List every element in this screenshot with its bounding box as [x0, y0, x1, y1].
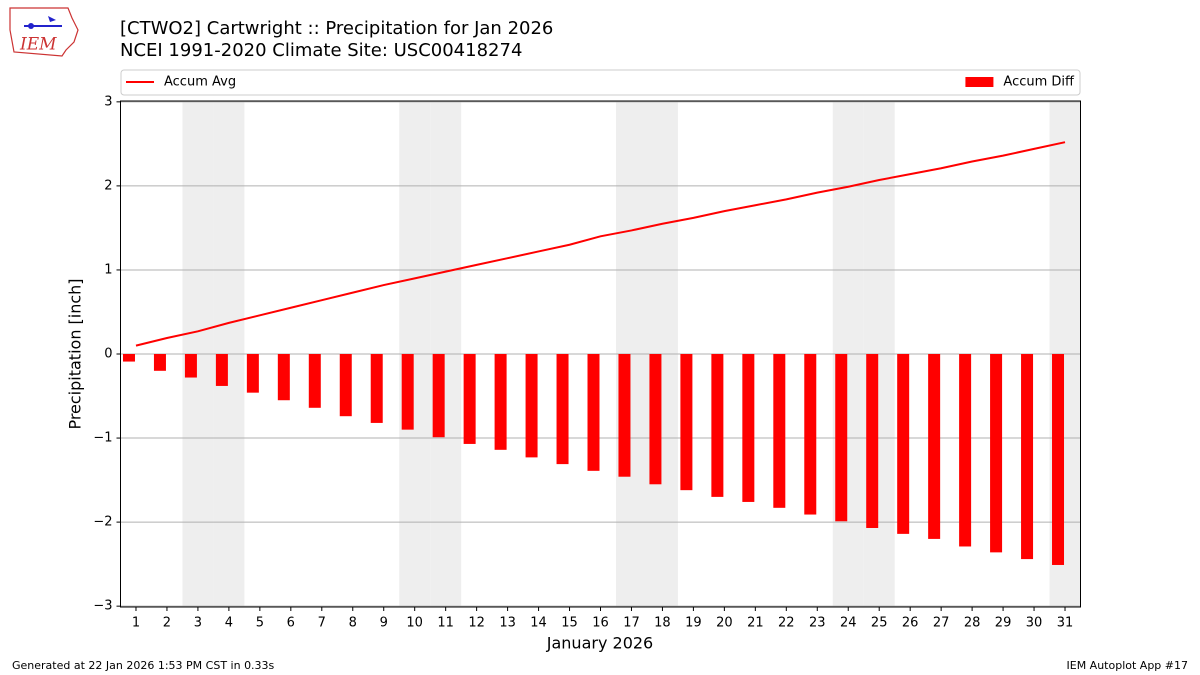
x-tick-label: 31: [1057, 616, 1074, 631]
bar: [587, 354, 600, 471]
bar: [370, 354, 383, 423]
x-tick-label: 26: [902, 616, 919, 631]
bar: [990, 354, 1003, 553]
x-tick-label: 29: [995, 616, 1012, 631]
legend-swatch: [965, 77, 994, 87]
x-tick-label: 2: [163, 616, 171, 631]
legend-box: [120, 69, 1081, 96]
x-tick-label: 15: [561, 616, 578, 631]
x-tick-label: 12: [468, 616, 485, 631]
x-tick-label: 18: [654, 616, 671, 631]
x-tick-label: 7: [318, 616, 326, 631]
bar: [525, 354, 538, 458]
y-tick-label: −3: [93, 599, 112, 614]
x-tick-label: 16: [592, 616, 609, 631]
bar: [804, 354, 817, 515]
bar: [153, 354, 166, 371]
logo-icon: [28, 23, 34, 29]
bar: [897, 354, 910, 534]
bar: [246, 354, 259, 393]
y-axis-label: Precipitation [inch]: [66, 278, 85, 429]
chart-title: [CTWO2] Cartwright :: Precipitation for …: [120, 18, 553, 39]
bar: [556, 354, 569, 465]
x-tick-label: 5: [256, 616, 264, 631]
logo-outline: [9, 7, 79, 57]
bar: [463, 354, 476, 444]
bar: [122, 354, 135, 362]
x-tick-label: 28: [964, 616, 981, 631]
bar: [432, 354, 445, 438]
y-tick-label: 2: [104, 178, 112, 193]
logo-text: IEM: [19, 35, 57, 55]
x-tick-label: 21: [747, 616, 764, 631]
bar: [277, 354, 290, 401]
footer-left: Generated at 22 Jan 2026 1:53 PM CST in …: [12, 659, 275, 672]
bar: [308, 354, 321, 408]
y-tick-label: −2: [93, 515, 112, 530]
line: [135, 141, 1066, 347]
legend-label: Accum Diff: [1003, 75, 1075, 90]
legend-label: Accum Avg: [164, 75, 236, 90]
x-axis-label: January 2026: [546, 634, 653, 653]
x-tick-label: 25: [871, 616, 888, 631]
bar: [494, 354, 507, 450]
x-tick-label: 11: [437, 616, 454, 631]
bar: [835, 354, 848, 522]
bar: [866, 354, 879, 528]
footer-right: IEM Autoplot App #17: [1067, 659, 1189, 672]
x-tick-label: 14: [530, 616, 547, 631]
x-tick-label: 27: [933, 616, 950, 631]
x-tick-label: 1: [132, 616, 140, 631]
bar: [773, 354, 786, 508]
bar: [649, 354, 662, 485]
bar: [618, 354, 631, 477]
x-tick-label: 17: [623, 616, 640, 631]
x-tick-label: 30: [1026, 616, 1043, 631]
y-tick-label: 3: [104, 94, 112, 109]
x-tick-label: 8: [349, 616, 357, 631]
y-tick-label: −1: [93, 431, 112, 446]
x-tick-label: 19: [685, 616, 702, 631]
x-tick-label: 24: [840, 616, 857, 631]
x-tick-label: 20: [716, 616, 733, 631]
x-tick-label: 4: [225, 616, 233, 631]
x-tick-label: 23: [809, 616, 826, 631]
bar: [928, 354, 941, 539]
bar: [1021, 354, 1034, 560]
x-tick-label: 6: [287, 616, 295, 631]
logo: IEM: [9, 7, 79, 57]
plot-frame: [120, 100, 1081, 608]
bar: [959, 354, 972, 547]
x-tick-label: 22: [778, 616, 795, 631]
chart-subtitle: NCEI 1991-2020 Climate Site: USC00418274: [120, 40, 522, 61]
y-tick-label: 0: [104, 347, 112, 362]
bar: [215, 354, 228, 386]
x-tick-label: 13: [499, 616, 516, 631]
bar: [339, 354, 352, 417]
x-tick-label: 3: [194, 616, 202, 631]
logo-icon: [48, 16, 56, 22]
y-tick-label: 1: [104, 262, 112, 277]
x-tick-label: 10: [406, 616, 423, 631]
bar: [1052, 354, 1065, 565]
bar: [184, 354, 197, 378]
bar: [711, 354, 724, 497]
bar: [680, 354, 693, 491]
bar: [742, 354, 755, 502]
bar: [401, 354, 414, 430]
x-tick-label: 9: [380, 616, 388, 631]
